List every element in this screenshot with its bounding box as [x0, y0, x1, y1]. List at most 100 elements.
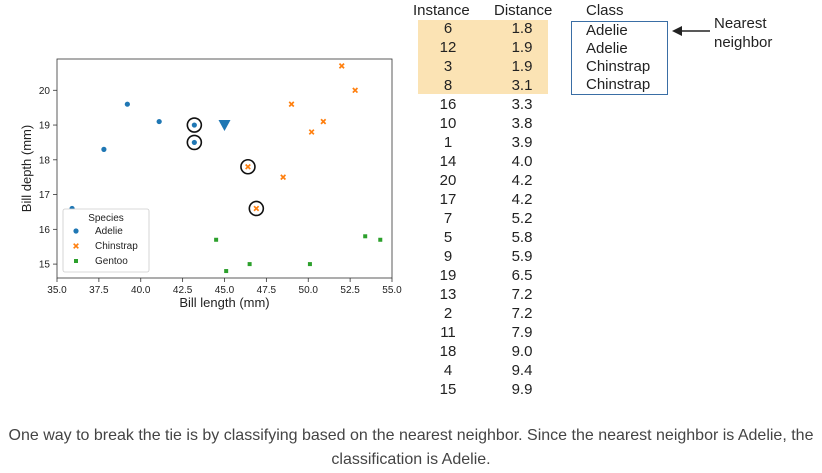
adelie-point: [156, 118, 162, 125]
distance-cell: 3.1: [511, 77, 533, 94]
caption: One way to break the tie is by classifyi…: [8, 427, 814, 468]
x-tick-label: 47.5: [257, 285, 277, 296]
distance-header: Distance: [494, 2, 553, 19]
instance-cell: 1: [443, 134, 453, 151]
instance-header: Instance: [413, 2, 470, 19]
instance-cell: 17: [439, 191, 457, 208]
legend-title: Species: [88, 213, 124, 224]
x-axis-label: Bill length (mm): [179, 295, 269, 310]
instance-cell: 16: [439, 96, 457, 113]
adelie-point: [124, 101, 130, 107]
distance-cell: 5.2: [511, 210, 533, 227]
distance-cell: 9.0: [511, 343, 533, 360]
distance-cell: 1.9: [511, 58, 533, 75]
distance-cell: 5.8: [511, 229, 533, 246]
x-tick-label: 42.5: [173, 285, 193, 296]
query-point: [218, 120, 231, 132]
legend-chinstrap-marker: [73, 243, 79, 249]
instance-cell: 5: [443, 229, 453, 246]
class-header: Class: [586, 2, 624, 19]
instance-cell: 11: [440, 324, 456, 341]
legend-gentoo-marker: [74, 259, 78, 263]
adelie-point: [191, 122, 197, 128]
scatter-plot: 35.0 37.5 40.0 42.5 45.0 47.5 50.0 52.5 55.0 15 16…: [19, 58, 402, 310]
top-k-highlight: [418, 20, 548, 94]
legend-chinstrap-label: Chinstrap: [95, 241, 138, 252]
gentoo-point: [247, 262, 252, 267]
gentoo-point: [307, 262, 312, 267]
x-tick-label: 45.0: [215, 285, 235, 296]
neighbor-circle: [248, 200, 265, 217]
chinstrap-point: [245, 163, 251, 170]
distance-cell: 7.2: [511, 286, 533, 303]
adelie-point: [191, 139, 197, 146]
chinstrap-point: [320, 118, 327, 125]
class-label: Adelie: [586, 40, 628, 57]
y-tick-label: 17: [39, 190, 51, 201]
class-label: Chinstrap: [586, 58, 651, 75]
distance-cell: 4.2: [511, 172, 533, 189]
instance-cell: 9: [443, 248, 453, 265]
instance-cell: 8: [443, 77, 453, 94]
instance-cell: 7: [443, 210, 453, 227]
chinstrap-point: [338, 63, 345, 69]
adelie-point: [101, 146, 107, 152]
x-tick-label: 50.0: [299, 285, 319, 296]
chinstrap-point: [288, 101, 295, 108]
neighbor-circle: [240, 158, 256, 175]
chinstrap-point: [352, 87, 359, 94]
x-tick-label: 40.0: [131, 285, 151, 296]
y-tick-label: 15: [39, 260, 51, 271]
neighbor-circle: [186, 117, 203, 133]
distance-cell: 5.9: [511, 248, 533, 265]
gentoo-point: [378, 237, 383, 242]
instance-cell: 15: [439, 381, 457, 398]
distance-cell: 3.8: [511, 115, 533, 132]
y-tick-label: 16: [39, 225, 51, 236]
legend-gentoo-label: Gentoo: [95, 256, 128, 267]
distance-cell: 4.0: [511, 153, 533, 170]
instance-cell: 14: [439, 153, 457, 170]
gentoo-point: [214, 237, 219, 242]
instance-cell: 20: [439, 172, 457, 189]
distance-cell: 6.5: [511, 267, 533, 284]
instance-cell: 18: [439, 343, 457, 360]
arrow-left-icon: [672, 26, 710, 36]
distance-cell: 1.9: [511, 39, 533, 56]
instance-cell: 4: [443, 362, 453, 379]
distance-cell: 4.2: [511, 191, 533, 208]
y-tick-label: 18: [39, 155, 51, 166]
nearest-neighbor-label: Nearest neighbor: [714, 14, 772, 52]
distance-cell: 3.9: [511, 134, 533, 151]
y-axis-label: Bill depth (mm): [19, 125, 34, 212]
class-label: Chinstrap: [586, 76, 651, 93]
y-tick-label: 20: [39, 86, 51, 97]
x-tick-label: 55.0: [382, 285, 402, 296]
y-tick-label: 19: [39, 121, 51, 132]
instance-cell: 2: [443, 305, 453, 322]
gentoo-point: [363, 234, 368, 239]
chinstrap-point: [253, 205, 260, 212]
distance-cell: 7.9: [511, 324, 533, 341]
chinstrap-point: [308, 129, 315, 135]
distance-cell: 9.9: [511, 381, 533, 398]
instance-cell: 13: [439, 286, 457, 303]
legend-box: [62, 208, 150, 273]
neighbor-circle: [186, 134, 203, 151]
chinstrap-point: [280, 174, 287, 181]
x-tick-label: 35.0: [47, 285, 67, 296]
legend-adelie-label: Adelie: [95, 226, 123, 237]
nearest-neighbor-text: Nearest neighbor: [714, 15, 773, 51]
x-tick-label: 37.5: [89, 285, 109, 296]
instance-cell: 10: [439, 115, 457, 132]
distance-cell: 3.3: [511, 96, 533, 113]
x-tick-label: 52.5: [340, 285, 360, 296]
instance-cell: 6: [443, 20, 453, 37]
instance-cell: 19: [439, 267, 457, 284]
instance-cell: 3: [443, 58, 453, 75]
distance-cell: 7.2: [511, 305, 533, 322]
instance-cell: 12: [439, 39, 457, 56]
class-box: [571, 21, 668, 95]
gentoo-point: [224, 269, 229, 274]
distance-cell: 9.4: [511, 362, 533, 379]
